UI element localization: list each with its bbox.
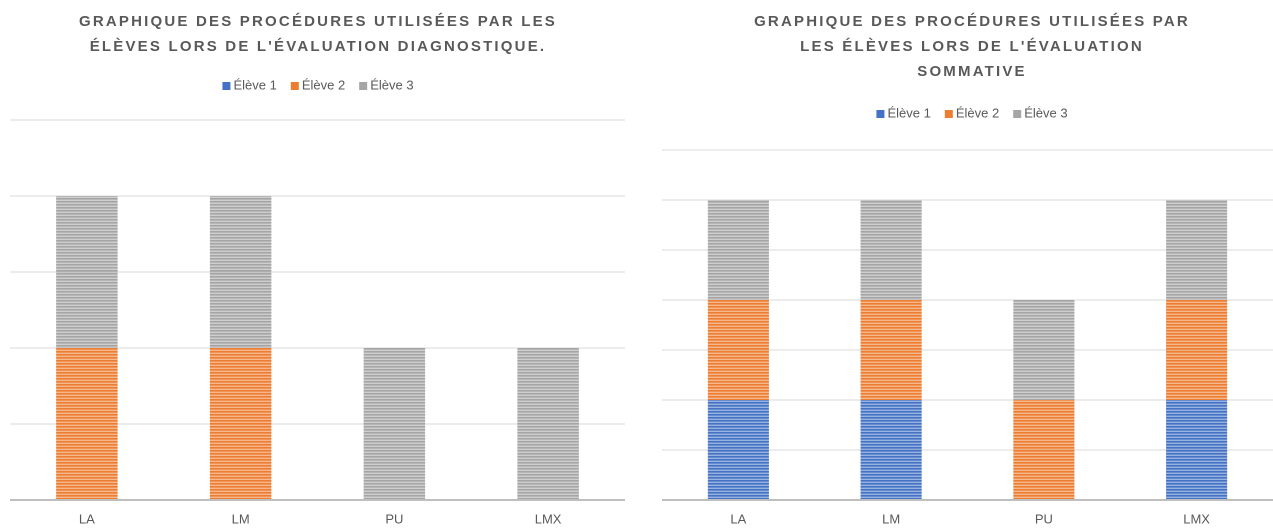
bar-segment — [517, 348, 579, 500]
bar-segment — [707, 300, 769, 400]
x-tick-label: PU — [385, 511, 403, 526]
legend-swatch — [222, 82, 231, 90]
legend-label: Élève 3 — [370, 77, 413, 92]
legend-swatch — [1013, 110, 1022, 118]
legend: Élève 1 Élève 2 Élève 3 — [876, 105, 1068, 120]
legend-label: Élève 1 — [233, 77, 276, 92]
x-tick-label: LM — [882, 511, 900, 526]
x-tick-label: PU — [1035, 511, 1053, 526]
legend-swatch — [944, 110, 953, 118]
bar-segment — [1166, 400, 1228, 500]
chart-title: GRAPHIQUE DES PROCÉDURES UTILISÉES PAR L… — [79, 13, 557, 55]
legend-label: Élève 2 — [302, 77, 345, 92]
bar-segment — [707, 400, 769, 500]
bar-segment — [860, 300, 922, 400]
x-tick-label: LMX — [535, 511, 562, 526]
x-tick-label: LA — [79, 511, 95, 526]
x-tick-label: LA — [730, 511, 746, 526]
bar-segment — [707, 200, 769, 300]
bar-segment — [209, 196, 272, 348]
bar-segment — [1013, 300, 1075, 400]
legend-swatch — [359, 82, 368, 90]
bar-segment — [363, 348, 426, 500]
bar-segment — [1166, 200, 1228, 300]
x-tick-label: LM — [232, 511, 250, 526]
bar-segment — [860, 200, 922, 300]
bar-segment — [56, 348, 118, 500]
bar-segment — [860, 400, 922, 500]
legend-label: Élève 1 — [887, 105, 930, 120]
legend-swatch — [290, 82, 299, 90]
legend-label: Élève 3 — [1024, 105, 1067, 120]
legend: Élève 1 Élève 2 Élève 3 — [222, 77, 414, 92]
bar-segment — [56, 196, 118, 348]
legend-label: Élève 2 — [956, 105, 999, 120]
bar-segment — [1013, 400, 1075, 500]
bar-segment — [1166, 300, 1228, 400]
x-tick-label: LMX — [1183, 511, 1210, 526]
bar-segment — [209, 348, 272, 500]
chart-title: GRAPHIQUE DES PROCÉDURES UTILISÉES PAR LE… — [754, 13, 1190, 80]
legend-swatch — [876, 110, 885, 118]
